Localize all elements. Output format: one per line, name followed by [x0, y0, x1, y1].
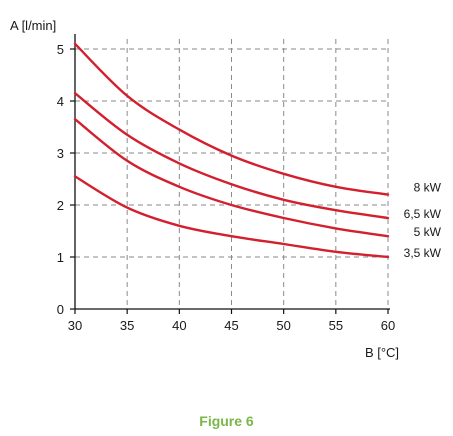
series-label: 3,5 kW: [404, 246, 442, 260]
series-line: [73, 175, 390, 259]
x-tick-label: 50: [276, 318, 290, 333]
y-tick-label: 2: [57, 198, 64, 213]
y-tick-label: 0: [57, 302, 64, 317]
series-line: [73, 42, 390, 196]
y-tick-label: 5: [57, 42, 64, 57]
axes: [70, 34, 390, 314]
grid: [75, 39, 390, 309]
series-labels: 8 kW 6,5 kW 5 kW 3,5 kW: [404, 181, 442, 260]
x-tick-label: 45: [224, 318, 238, 333]
y-tick-label: 3: [57, 146, 64, 161]
x-tick-label: 40: [172, 318, 186, 333]
series-label: 5 kW: [414, 225, 442, 239]
x-tick-label: 60: [381, 318, 395, 333]
x-tick-label: 35: [120, 318, 134, 333]
y-axis-title: A [l/min]: [10, 18, 56, 33]
figure-caption: Figure 6: [199, 413, 254, 429]
x-tick-label: 30: [68, 318, 82, 333]
series-line: [73, 118, 390, 238]
x-tick-label: 55: [329, 318, 343, 333]
series-line: [73, 92, 390, 220]
series-group: [73, 42, 390, 259]
y-tick-label: 4: [57, 94, 64, 109]
series-label: 6,5 kW: [404, 207, 442, 221]
y-tick-label: 1: [57, 250, 64, 265]
x-axis-title: B [°C]: [365, 345, 399, 360]
series-label: 8 kW: [414, 181, 442, 195]
